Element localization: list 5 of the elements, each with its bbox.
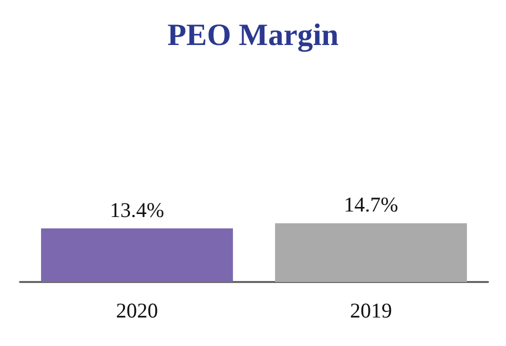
x-tick-label: 2019	[350, 298, 392, 322]
chart-title: PEO Margin	[167, 17, 339, 52]
data-label: 14.7%	[344, 192, 398, 217]
data-label: 13.4%	[110, 198, 164, 222]
x-tick-label: 2020	[116, 298, 158, 322]
